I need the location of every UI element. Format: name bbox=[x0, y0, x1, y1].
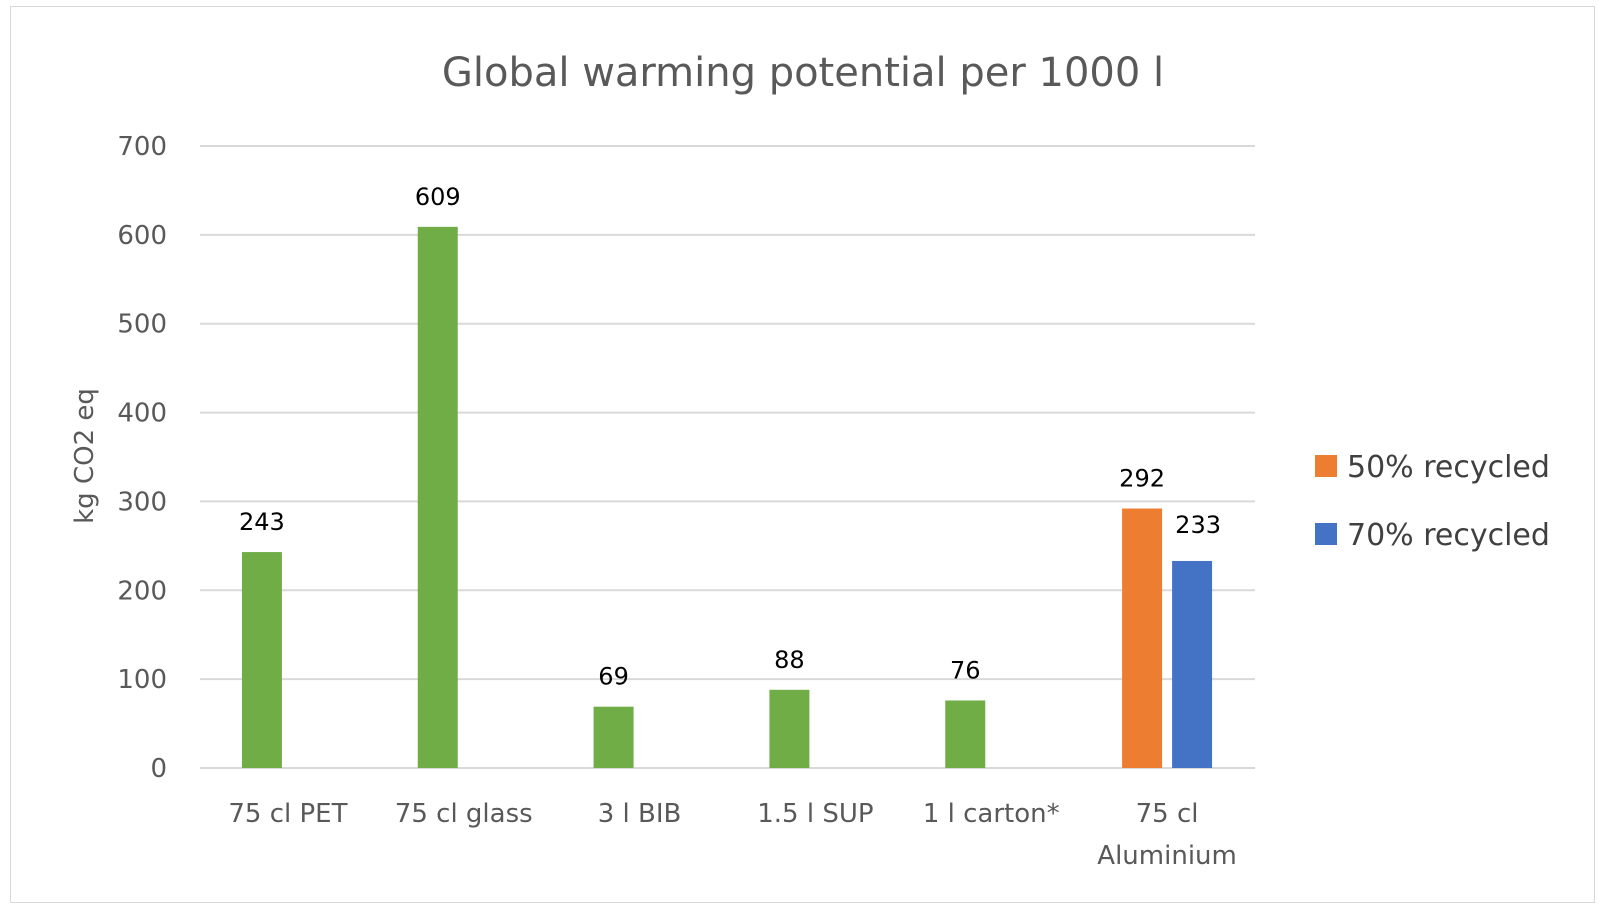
legend-label: 50% recycled bbox=[1347, 450, 1550, 485]
legend-swatch bbox=[1315, 455, 1337, 477]
bar bbox=[1172, 560, 1213, 768]
legend: 50% recycled 70% recycled bbox=[1315, 450, 1550, 553]
bar bbox=[417, 226, 458, 769]
category-label: 1.5 l SUP bbox=[757, 799, 873, 829]
chart-title: Global warming potential per 1000 l bbox=[442, 50, 1164, 96]
y-tick-label: 600 bbox=[117, 221, 167, 251]
category-label: Aluminium bbox=[1097, 841, 1237, 871]
y-tick-label: 0 bbox=[150, 754, 167, 784]
bar bbox=[593, 706, 634, 768]
category-label: 3 l BIB bbox=[598, 799, 682, 829]
legend-swatch bbox=[1315, 523, 1337, 545]
y-axis-ticks: 0 100 200 300 400 500 600 700 bbox=[117, 132, 167, 784]
legend-label: 70% recycled bbox=[1347, 518, 1550, 553]
data-label: 76 bbox=[950, 656, 981, 684]
data-label: 69 bbox=[598, 663, 629, 691]
data-labels: 243 609 69 88 76 292 233 bbox=[239, 183, 1221, 691]
y-tick-label: 500 bbox=[117, 310, 167, 340]
y-tick-label: 400 bbox=[117, 399, 167, 429]
gridlines bbox=[200, 145, 1255, 769]
data-label: 609 bbox=[415, 183, 461, 211]
category-label: 75 cl PET bbox=[228, 799, 347, 829]
bars bbox=[241, 226, 1213, 769]
category-label: 1 l carton* bbox=[923, 799, 1060, 829]
data-label: 88 bbox=[774, 646, 805, 674]
y-tick-label: 700 bbox=[117, 132, 167, 162]
y-tick-label: 200 bbox=[117, 576, 167, 606]
y-tick-label: 100 bbox=[117, 665, 167, 695]
data-label: 243 bbox=[239, 508, 285, 536]
bar bbox=[241, 552, 282, 768]
bar bbox=[769, 689, 810, 768]
category-label: 75 cl bbox=[1136, 799, 1199, 829]
y-axis-label: kg CO2 eq bbox=[70, 388, 100, 524]
x-axis-categories: 75 cl PET 75 cl glass 3 l BIB 1.5 l SUP 1 l … bbox=[228, 799, 1237, 871]
bar bbox=[945, 700, 986, 768]
category-label: 75 cl glass bbox=[395, 799, 533, 829]
bar bbox=[1122, 508, 1163, 768]
data-label: 292 bbox=[1119, 465, 1165, 493]
y-tick-label: 300 bbox=[117, 487, 167, 517]
data-label: 233 bbox=[1175, 511, 1221, 539]
